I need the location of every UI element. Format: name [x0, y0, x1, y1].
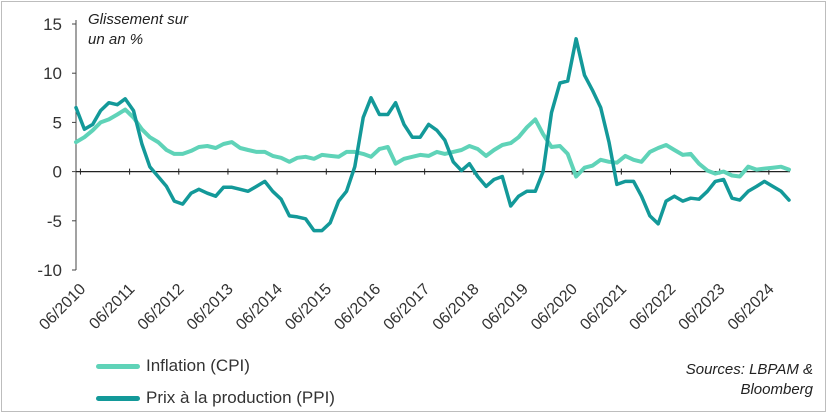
y-tick-label: 5: [53, 113, 62, 132]
legend-label-ppi: Prix à la production (PPI): [146, 388, 335, 407]
series-line-ppi: [74, 37, 791, 233]
y-tick-label: 15: [43, 15, 62, 34]
x-tick-label: 06/2010: [36, 281, 89, 334]
x-tick-label: 06/2015: [282, 281, 335, 334]
x-tick-label: 06/2019: [479, 281, 532, 334]
series-line-cpi: [74, 107, 791, 179]
source-line-1: Sources: LBPAM &: [685, 361, 813, 378]
y-tick-label: 10: [43, 64, 62, 83]
legend-item-cpi: Inflation (CPI): [96, 356, 250, 376]
x-tick-label: 06/2017: [381, 281, 434, 334]
source-line-2: Bloomberg: [740, 381, 813, 398]
ylabel-line-1: Glissement sur: [88, 11, 189, 28]
legend-label-cpi: Inflation (CPI): [146, 356, 250, 375]
x-tick-label: 06/2016: [331, 281, 384, 334]
x-tick-label: 06/2021: [577, 281, 630, 334]
y-tick-label: -10: [37, 261, 62, 280]
x-tick-label: 06/2022: [626, 281, 679, 334]
x-tick-label: 06/2013: [184, 281, 237, 334]
x-tick-label: 06/2014: [233, 281, 286, 334]
x-tick-label: 06/2024: [725, 281, 778, 334]
x-tick-label: 06/2020: [528, 281, 581, 334]
source-note: Sources: LBPAM & Bloomberg: [686, 360, 813, 400]
x-tick-label: 06/2012: [135, 281, 188, 334]
y-tick-label: 0: [53, 163, 62, 182]
legend-swatch-ppi: [96, 395, 140, 401]
x-tick-label: 06/2018: [430, 281, 483, 334]
ylabel-line-2: un an %: [88, 31, 143, 48]
x-tick-label: 06/2023: [676, 281, 729, 334]
legend-swatch-cpi: [96, 363, 140, 369]
legend-item-ppi: Prix à la production (PPI): [96, 388, 335, 408]
x-tick-label: 06/2011: [86, 281, 138, 333]
y-tick-label: -5: [47, 212, 62, 231]
